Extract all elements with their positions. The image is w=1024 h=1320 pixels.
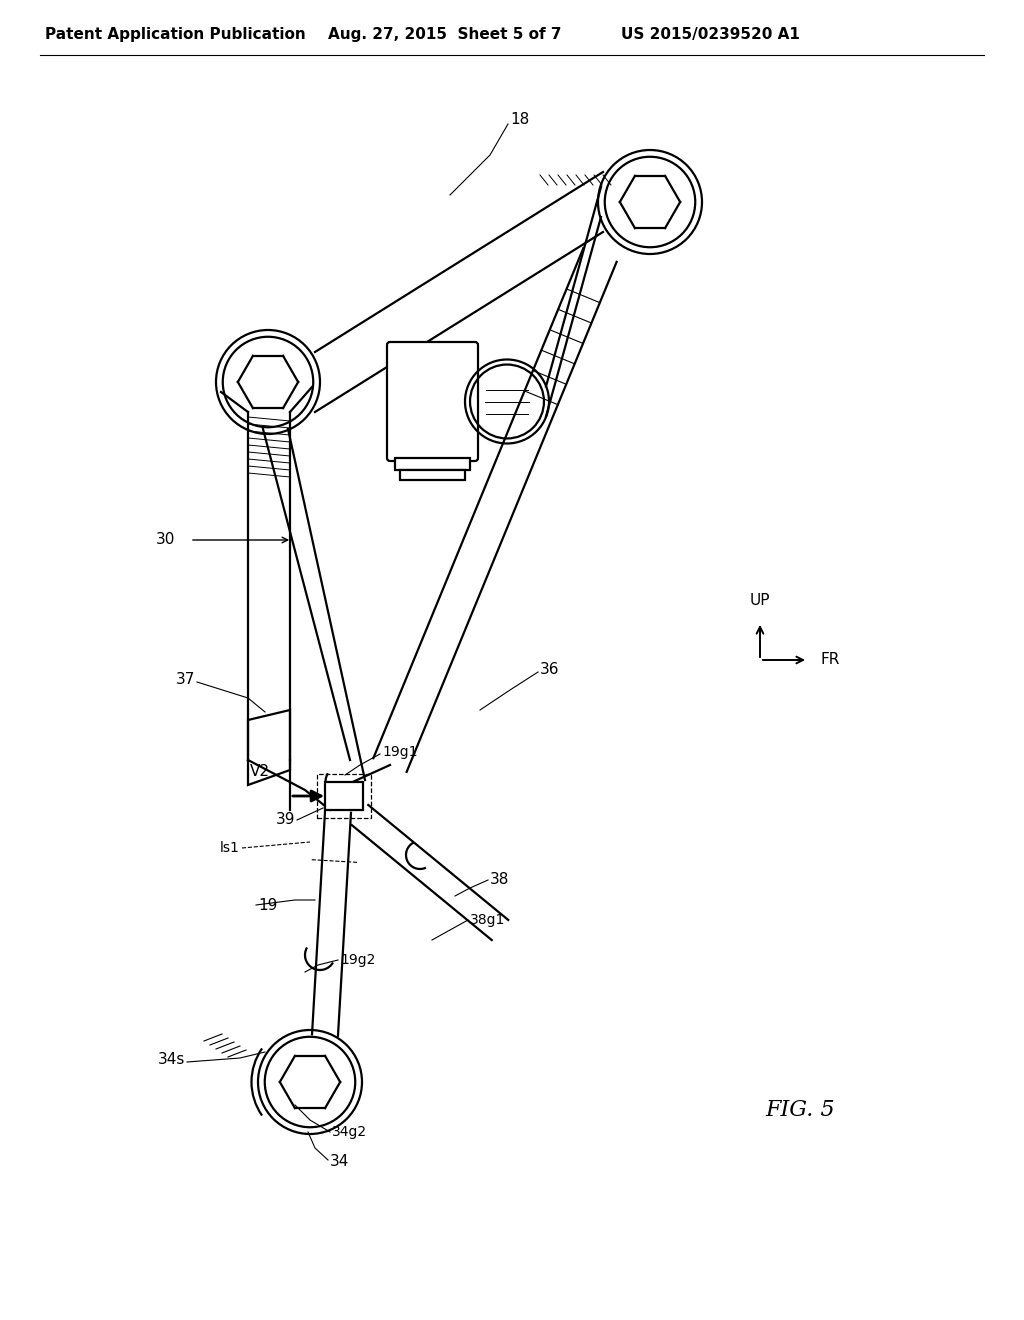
Text: 38g1: 38g1: [470, 913, 506, 927]
Text: UP: UP: [750, 593, 770, 609]
Text: Patent Application Publication: Patent Application Publication: [45, 28, 305, 42]
Text: 37: 37: [176, 672, 195, 688]
Text: 38: 38: [490, 873, 509, 887]
FancyBboxPatch shape: [325, 781, 362, 810]
Text: 34s: 34s: [158, 1052, 185, 1068]
Text: 39: 39: [275, 813, 295, 828]
Text: 34: 34: [330, 1155, 349, 1170]
Text: V2: V2: [250, 764, 270, 780]
Text: 18: 18: [510, 112, 529, 128]
FancyBboxPatch shape: [387, 342, 478, 461]
Text: Aug. 27, 2015  Sheet 5 of 7: Aug. 27, 2015 Sheet 5 of 7: [329, 28, 562, 42]
Text: FR: FR: [820, 652, 840, 668]
Text: 30: 30: [156, 532, 175, 548]
Text: 34g2: 34g2: [332, 1125, 368, 1139]
Text: 36: 36: [540, 663, 559, 677]
Text: ls1: ls1: [220, 841, 240, 855]
Text: US 2015/0239520 A1: US 2015/0239520 A1: [621, 28, 800, 42]
Text: 19g2: 19g2: [340, 953, 376, 968]
FancyBboxPatch shape: [395, 458, 470, 470]
Text: 19g1: 19g1: [382, 744, 418, 759]
Text: FIG. 5: FIG. 5: [765, 1100, 835, 1121]
FancyBboxPatch shape: [400, 470, 465, 480]
Text: 19: 19: [258, 898, 278, 912]
